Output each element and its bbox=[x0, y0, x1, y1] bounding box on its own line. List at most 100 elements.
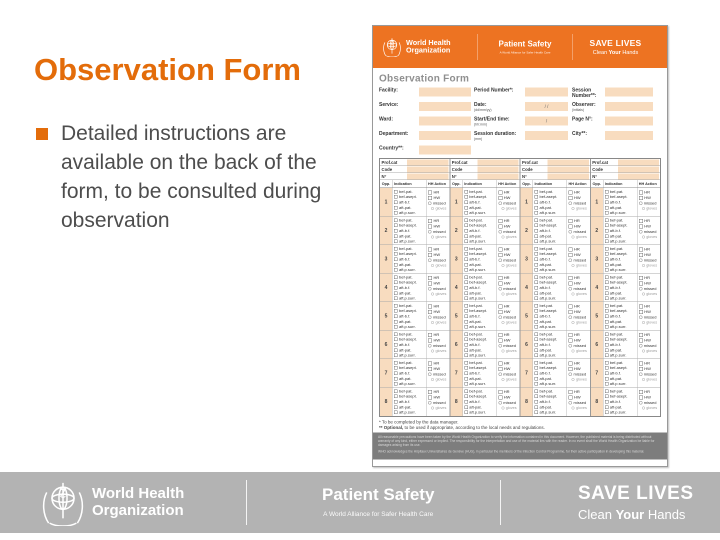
checkbox-icon[interactable] bbox=[604, 268, 609, 272]
checkbox-icon[interactable] bbox=[604, 239, 609, 244]
checkbox-icon[interactable] bbox=[534, 252, 538, 256]
checkbox-icon[interactable] bbox=[638, 332, 643, 337]
checkbox-icon[interactable] bbox=[534, 228, 538, 233]
form-field-input[interactable] bbox=[605, 131, 653, 140]
radio-icon[interactable] bbox=[638, 229, 643, 234]
checkbox-icon[interactable] bbox=[394, 319, 398, 324]
checkbox-icon[interactable] bbox=[464, 348, 468, 352]
checkbox-icon[interactable] bbox=[568, 252, 573, 257]
checkbox-icon[interactable] bbox=[464, 394, 468, 399]
checkbox-icon[interactable] bbox=[498, 247, 503, 252]
checkbox-icon[interactable] bbox=[604, 205, 609, 210]
checkbox-icon[interactable] bbox=[428, 247, 432, 252]
radio-icon[interactable] bbox=[428, 315, 432, 319]
checkbox-icon[interactable] bbox=[394, 376, 398, 381]
radio-icon[interactable] bbox=[501, 377, 505, 381]
checkbox-icon[interactable] bbox=[568, 389, 573, 394]
radio-icon[interactable] bbox=[501, 206, 505, 210]
checkbox-icon[interactable] bbox=[638, 275, 643, 280]
checkbox-icon[interactable] bbox=[428, 190, 432, 195]
checkbox-icon[interactable] bbox=[604, 275, 609, 279]
radio-icon[interactable] bbox=[638, 258, 643, 262]
checkbox-icon[interactable] bbox=[498, 389, 503, 394]
checkbox-icon[interactable] bbox=[428, 275, 432, 280]
checkbox-icon[interactable] bbox=[604, 252, 609, 256]
prof-cat-input[interactable] bbox=[407, 159, 449, 166]
checkbox-icon[interactable] bbox=[464, 291, 468, 295]
form-field-input[interactable] bbox=[605, 102, 653, 111]
checkbox-icon[interactable] bbox=[534, 205, 538, 210]
checkbox-icon[interactable] bbox=[568, 366, 573, 371]
checkbox-icon[interactable] bbox=[534, 319, 538, 324]
checkbox-icon[interactable] bbox=[394, 268, 398, 272]
radio-icon[interactable] bbox=[641, 235, 645, 239]
radio-icon[interactable] bbox=[571, 349, 575, 353]
checkbox-icon[interactable] bbox=[394, 399, 398, 404]
radio-icon[interactable] bbox=[571, 406, 575, 410]
checkbox-icon[interactable] bbox=[534, 291, 538, 295]
checkbox-icon[interactable] bbox=[394, 200, 398, 204]
checkbox-icon[interactable] bbox=[394, 239, 398, 244]
checkbox-icon[interactable] bbox=[604, 337, 609, 342]
checkbox-icon[interactable] bbox=[498, 218, 503, 223]
checkbox-icon[interactable] bbox=[464, 325, 468, 329]
checkbox-icon[interactable] bbox=[604, 291, 609, 295]
form-field-input[interactable] bbox=[419, 87, 471, 97]
radio-icon[interactable] bbox=[571, 292, 575, 296]
checkbox-icon[interactable] bbox=[498, 309, 503, 314]
radio-icon[interactable] bbox=[641, 377, 645, 381]
checkbox-icon[interactable] bbox=[604, 285, 609, 290]
checkbox-icon[interactable] bbox=[568, 304, 573, 309]
checkbox-icon[interactable] bbox=[464, 353, 468, 358]
checkbox-icon[interactable] bbox=[604, 262, 609, 267]
radio-icon[interactable] bbox=[568, 343, 572, 348]
checkbox-icon[interactable] bbox=[604, 389, 609, 393]
checkbox-icon[interactable] bbox=[604, 353, 609, 358]
form-field-input[interactable] bbox=[525, 87, 568, 97]
checkbox-icon[interactable] bbox=[394, 252, 398, 256]
checkbox-icon[interactable] bbox=[428, 309, 432, 314]
checkbox-icon[interactable] bbox=[428, 366, 432, 371]
checkbox-icon[interactable] bbox=[534, 376, 538, 381]
checkbox-icon[interactable] bbox=[394, 218, 398, 222]
checkbox-icon[interactable] bbox=[464, 195, 468, 199]
checkbox-icon[interactable] bbox=[464, 389, 468, 393]
checkbox-icon[interactable] bbox=[394, 246, 398, 251]
checkbox-icon[interactable] bbox=[604, 405, 609, 409]
checkbox-icon[interactable] bbox=[534, 371, 538, 375]
checkbox-icon[interactable] bbox=[604, 348, 609, 352]
checkbox-icon[interactable] bbox=[464, 376, 468, 381]
checkbox-icon[interactable] bbox=[428, 338, 432, 343]
radio-icon[interactable] bbox=[498, 400, 502, 405]
checkbox-icon[interactable] bbox=[394, 371, 398, 375]
radio-icon[interactable] bbox=[571, 235, 575, 239]
checkbox-icon[interactable] bbox=[604, 342, 609, 347]
checkbox-icon[interactable] bbox=[638, 389, 643, 394]
checkbox-icon[interactable] bbox=[498, 281, 503, 286]
checkbox-icon[interactable] bbox=[464, 342, 468, 347]
radio-icon[interactable] bbox=[498, 286, 502, 291]
checkbox-icon[interactable] bbox=[604, 303, 609, 308]
checkbox-icon[interactable] bbox=[604, 376, 609, 381]
checkbox-icon[interactable] bbox=[568, 275, 573, 280]
checkbox-icon[interactable] bbox=[604, 211, 609, 215]
checkbox-icon[interactable] bbox=[428, 195, 432, 200]
checkbox-icon[interactable] bbox=[638, 190, 643, 195]
form-field-input[interactable] bbox=[419, 131, 471, 140]
checkbox-icon[interactable] bbox=[428, 218, 432, 223]
checkbox-icon[interactable] bbox=[498, 361, 503, 366]
checkbox-icon[interactable] bbox=[534, 268, 538, 272]
checkbox-icon[interactable] bbox=[534, 342, 538, 347]
radio-icon[interactable] bbox=[568, 258, 572, 262]
radio-icon[interactable] bbox=[568, 286, 572, 291]
radio-icon[interactable] bbox=[428, 229, 432, 234]
checkbox-icon[interactable] bbox=[394, 325, 398, 329]
radio-icon[interactable] bbox=[568, 315, 572, 319]
checkbox-icon[interactable] bbox=[498, 195, 503, 200]
radio-icon[interactable] bbox=[428, 400, 432, 405]
checkbox-icon[interactable] bbox=[394, 291, 398, 295]
checkbox-icon[interactable] bbox=[498, 275, 503, 280]
radio-icon[interactable] bbox=[428, 258, 432, 262]
checkbox-icon[interactable] bbox=[604, 332, 609, 336]
checkbox-icon[interactable] bbox=[604, 228, 609, 233]
